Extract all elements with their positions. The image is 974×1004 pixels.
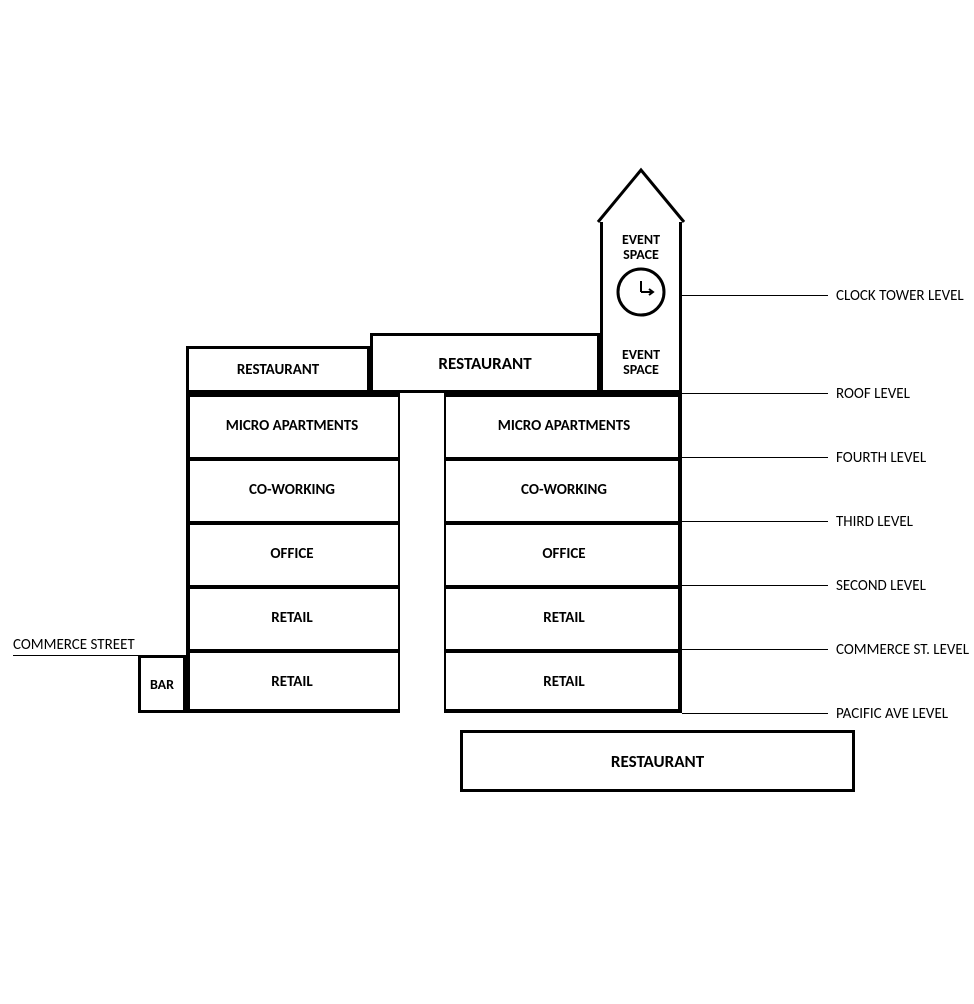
level-line-5 bbox=[682, 649, 828, 650]
clock-icon bbox=[611, 262, 671, 322]
tower-lower-label: EVENT SPACE bbox=[622, 348, 660, 377]
row-3-left-label: RETAIL bbox=[271, 609, 312, 627]
row-1-left-label: CO-WORKING bbox=[249, 481, 335, 499]
bar-box: BAR bbox=[138, 655, 186, 713]
level-line-6 bbox=[682, 713, 828, 714]
row-3-right-label: RETAIL bbox=[543, 609, 584, 627]
level-label-6: PACIFIC AVE LEVEL bbox=[836, 705, 948, 723]
level-line-0 bbox=[682, 295, 828, 296]
roof-restaurant-right: RESTAURANT bbox=[370, 333, 600, 393]
level-line-1 bbox=[682, 393, 828, 394]
commerce-street-label: COMMERCE STREET bbox=[13, 636, 135, 654]
roof-restaurant-left: RESTAURANT bbox=[186, 346, 370, 393]
center-gap-column bbox=[398, 393, 446, 713]
row-4-left-label: RETAIL bbox=[271, 673, 312, 691]
level-label-0: CLOCK TOWER LEVEL bbox=[836, 287, 964, 305]
level-line-2 bbox=[682, 457, 828, 458]
level-label-2: FOURTH LEVEL bbox=[836, 449, 926, 467]
basement-restaurant: RESTAURANT bbox=[460, 730, 855, 792]
row-4-right-label: RETAIL bbox=[543, 673, 584, 691]
level-line-3 bbox=[682, 521, 828, 522]
tower-upper-label: EVENT SPACE bbox=[622, 233, 660, 262]
level-label-3: THIRD LEVEL bbox=[836, 513, 913, 531]
row-0-right-label: MICRO APARTMENTS bbox=[498, 417, 631, 435]
row-0-left-label: MICRO APARTMENTS bbox=[226, 417, 359, 435]
level-label-1: ROOF LEVEL bbox=[836, 385, 910, 403]
commerce-street-line bbox=[13, 655, 138, 656]
row-2-left-label: OFFICE bbox=[270, 545, 313, 563]
level-label-4: SECOND LEVEL bbox=[836, 577, 926, 595]
row-1-right-label: CO-WORKING bbox=[521, 481, 607, 499]
level-line-4 bbox=[682, 585, 828, 586]
tower-roof-icon bbox=[594, 166, 688, 226]
row-2-right-label: OFFICE bbox=[542, 545, 585, 563]
level-label-5: COMMERCE ST. LEVEL bbox=[836, 641, 969, 659]
